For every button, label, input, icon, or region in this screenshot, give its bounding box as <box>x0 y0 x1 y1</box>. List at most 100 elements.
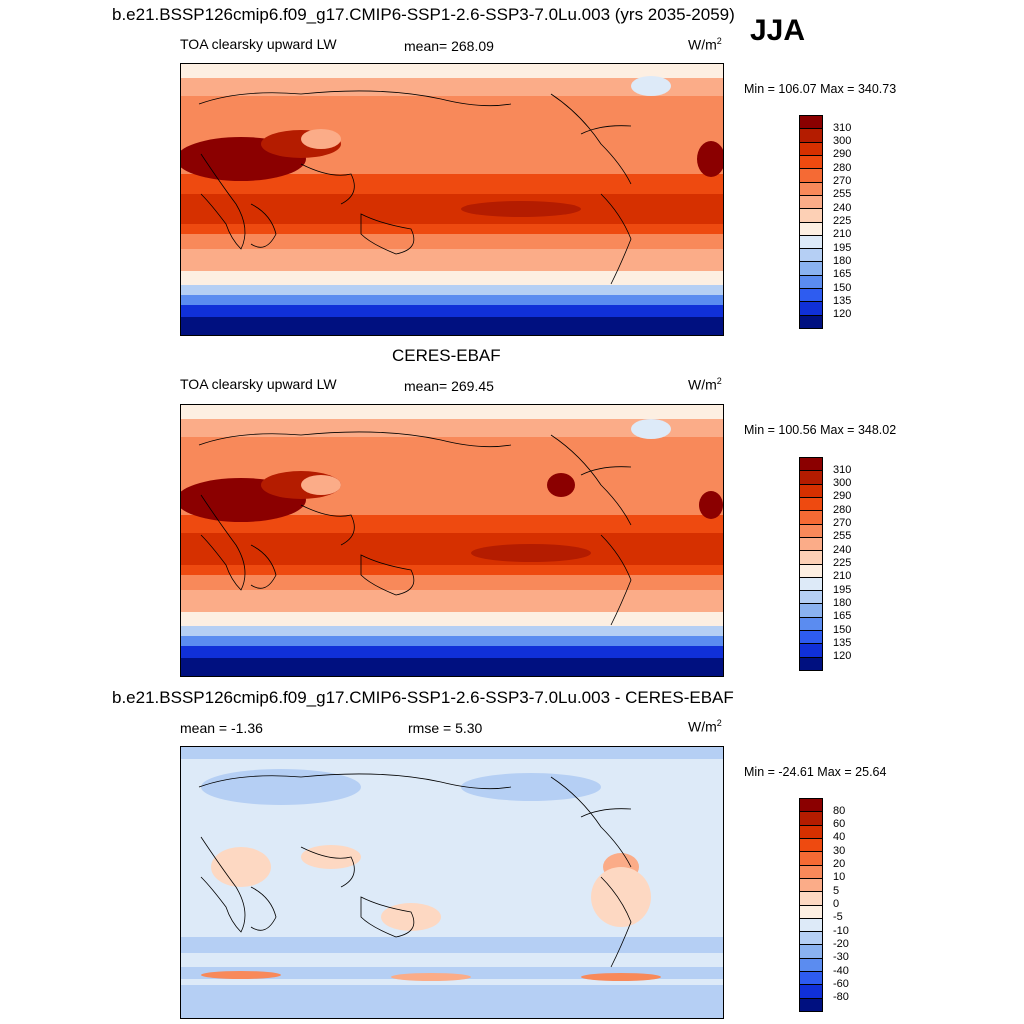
obs-colorbar: 310 300 290 280 270 255 240 225 210 195 180 165 150 1… <box>799 457 851 671</box>
colorbar-swatch <box>799 314 823 329</box>
colorbar-swatch <box>799 301 823 316</box>
colorbar-tick-label: 240 <box>833 201 852 214</box>
colorbar-swatch <box>799 510 823 525</box>
panel2-variable: TOA clearsky upward LW <box>180 376 337 392</box>
colorbar-tick-label: -80 <box>833 991 849 1004</box>
colorbar-swatch <box>799 563 823 578</box>
colorbar-swatch <box>799 656 823 671</box>
colorbar-tick-label: -20 <box>833 937 849 950</box>
colorbar-tick-label: 195 <box>833 583 852 596</box>
panel1-mean: mean= 268.09 <box>404 38 494 54</box>
colorbar-swatch <box>799 798 823 812</box>
colorbar-tick-label: 290 <box>833 490 852 503</box>
colorbar-tick-label: 255 <box>833 188 852 201</box>
panel2-mean: mean= 269.45 <box>404 378 494 394</box>
colorbar-tick-label: 120 <box>833 650 852 663</box>
colorbar-tick-label: 210 <box>833 570 852 583</box>
season-label: JJA <box>750 14 806 47</box>
colorbar-tick-label: 135 <box>833 294 852 307</box>
panel3-range: Min = -24.61 Max = 25.64 <box>744 765 887 779</box>
colorbar-tick-label: 135 <box>833 636 852 649</box>
colorbar-swatch <box>799 590 823 604</box>
colorbar-tick-label: 300 <box>833 477 852 490</box>
panel1-variable: TOA clearsky upward LW <box>180 36 337 52</box>
colorbar-swatch <box>799 288 823 302</box>
colorbar-swatch <box>799 576 823 591</box>
diff-colorbar: 80 60 40 30 20 10 5 0 -5 -10 -20 -30 -40 -60 -80 <box>799 798 849 1012</box>
diff-map <box>180 746 724 1019</box>
panel1-range: Min = 106.07 Max = 340.73 <box>744 82 897 96</box>
diff-title: b.e21.BSSP126cmip6.f09_g17.CMIP6-SSP1-2.… <box>112 688 734 707</box>
colorbar-swatch <box>799 168 823 183</box>
colorbar-swatch <box>799 536 823 551</box>
colorbar-swatch <box>799 194 823 209</box>
colorbar-swatch <box>799 643 823 658</box>
colorbar-tick-label: 195 <box>833 241 852 254</box>
top-title: b.e21.BSSP126cmip6.f09_g17.CMIP6-SSP1-2.… <box>112 5 735 24</box>
colorbar-swatch <box>799 603 823 618</box>
colorbar-tick-label: 120 <box>833 308 852 321</box>
colorbar-tick-label: 180 <box>833 254 852 267</box>
colorbar-tick-label: 20 <box>833 858 846 871</box>
colorbar-swatch <box>799 864 823 879</box>
panel2-range: Min = 100.56 Max = 348.02 <box>744 423 897 437</box>
colorbar-swatch <box>799 891 823 905</box>
colorbar-swatch <box>799 457 823 471</box>
colorbar-tick-label: 5 <box>833 884 840 897</box>
colorbar-tick-label: 300 <box>833 135 852 148</box>
colorbar-swatch <box>799 221 823 236</box>
colorbar-swatch <box>799 248 823 262</box>
colorbar-swatch <box>799 811 823 826</box>
colorbar-swatch <box>799 877 823 892</box>
colorbar-tick-label: 165 <box>833 268 852 281</box>
colorbar-tick-label: 240 <box>833 543 852 556</box>
colorbar-swatch <box>799 141 823 156</box>
colorbar-tick-label: 180 <box>833 596 852 609</box>
colorbar-swatch <box>799 274 823 289</box>
colorbar-swatch <box>799 997 823 1012</box>
panel3-mean: mean = -1.36 <box>180 720 263 736</box>
colorbar-tick-label: 255 <box>833 530 852 543</box>
panel3-units: W/m2 <box>688 718 722 735</box>
colorbar-tick-label: 165 <box>833 610 852 623</box>
colorbar-swatch <box>799 931 823 945</box>
model-colorbar: 310 300 290 280 270 255 240 225 210 195 180 165 150 1… <box>799 115 851 329</box>
colorbar-tick-label: 0 <box>833 898 840 910</box>
colorbar-tick-label: -5 <box>833 911 843 924</box>
colorbar-tick-label: 60 <box>833 818 846 831</box>
panel2-units: W/m2 <box>688 376 722 393</box>
colorbar-swatch <box>799 630 823 644</box>
colorbar-swatch <box>799 837 823 852</box>
colorbar-swatch <box>799 550 823 564</box>
mid-title: CERES-EBAF <box>392 346 501 365</box>
colorbar-swatch <box>799 984 823 999</box>
colorbar-swatch <box>799 523 823 538</box>
colorbar-swatch <box>799 917 823 932</box>
colorbar-tick-label: -30 <box>833 951 849 964</box>
colorbar-swatch <box>799 154 823 169</box>
colorbar-swatch <box>799 483 823 498</box>
colorbar-tick-label: 10 <box>833 871 846 884</box>
colorbar-tick-label: 290 <box>833 148 852 161</box>
colorbar-tick-label: 310 <box>833 463 852 476</box>
colorbar-tick-label: 40 <box>833 831 846 844</box>
panel1-units: W/m2 <box>688 36 722 53</box>
colorbar-tick-label: 280 <box>833 503 852 516</box>
colorbar-swatch <box>799 944 823 959</box>
colorbar-tick-label: -10 <box>833 924 849 937</box>
model-map <box>180 63 724 336</box>
colorbar-swatch <box>799 261 823 276</box>
colorbar-swatch <box>799 181 823 196</box>
colorbar-tick-label: 30 <box>833 844 846 857</box>
colorbar-tick-label: -60 <box>833 977 849 990</box>
colorbar-tick-label: 270 <box>833 517 852 530</box>
colorbar-tick-label: 225 <box>833 557 852 569</box>
colorbar-tick-label: 270 <box>833 175 852 188</box>
colorbar-swatch <box>799 971 823 985</box>
colorbar-swatch <box>799 470 823 485</box>
colorbar-swatch <box>799 115 823 129</box>
colorbar-tick-label: 310 <box>833 121 852 134</box>
colorbar-swatch <box>799 824 823 839</box>
colorbar-swatch <box>799 851 823 866</box>
colorbar-swatch <box>799 616 823 631</box>
